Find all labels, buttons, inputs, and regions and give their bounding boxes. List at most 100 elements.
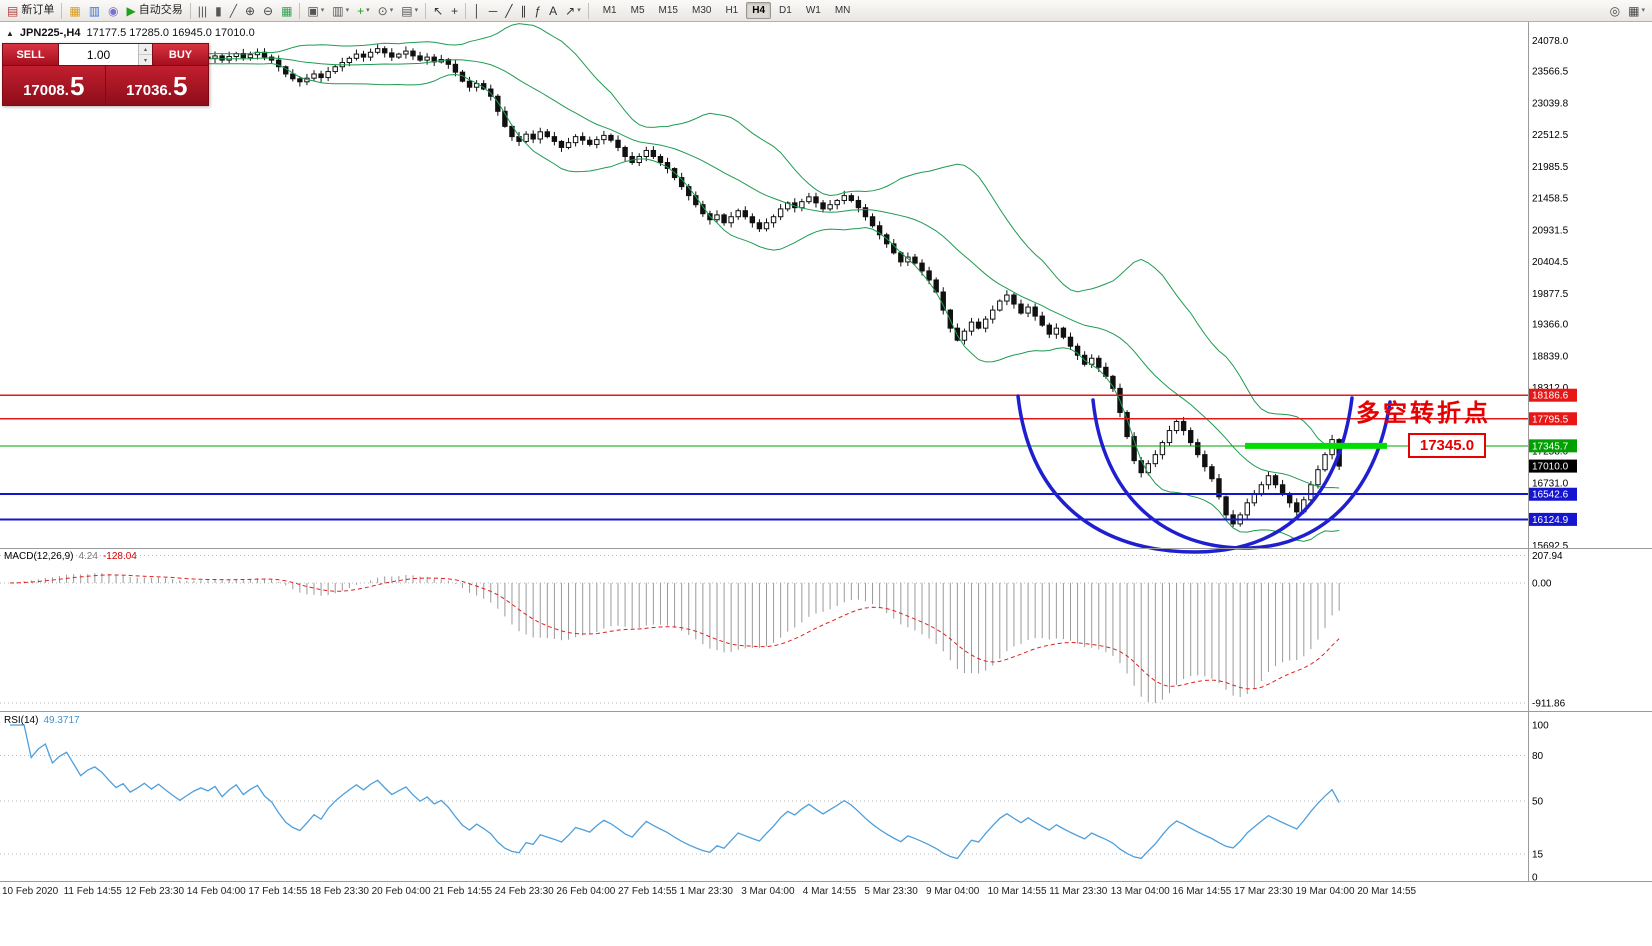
new-chart-button-glyph: ▣ <box>307 3 319 18</box>
timeframe-d1-button[interactable]: D1 <box>779 5 792 16</box>
market-watch-icon[interactable]: ▦ <box>66 2 83 20</box>
svg-text:17 Mar 23:30: 17 Mar 23:30 <box>1234 886 1293 897</box>
one-click-trading-panel: SELL 1.00 ▴ ▾ BUY 17008. 5 17036. 5 <box>2 43 209 106</box>
chart-candles-icon[interactable]: ▮ <box>212 2 225 20</box>
svg-text:18186.6: 18186.6 <box>1532 391 1569 402</box>
svg-text:20 Mar 14:55: 20 Mar 14:55 <box>1357 886 1416 897</box>
timeframe-m5-button[interactable]: M5 <box>630 5 645 16</box>
bollinger-middle <box>9 57 1340 489</box>
trendline-icon[interactable]: ╱ <box>502 2 515 20</box>
fibonacci-icon[interactable]: ƒ <box>531 2 544 20</box>
trendline-icon-glyph: ╱ <box>505 3 513 18</box>
autotrading-button[interactable]: ▶ 自动交易 <box>124 2 186 20</box>
volume-field[interactable]: 1.00 ▴ ▾ <box>59 44 152 65</box>
profiles-button[interactable]: ▥ ▾ <box>329 2 352 20</box>
data-window-icon[interactable]: ▥ <box>86 2 103 20</box>
svg-text:21458.5: 21458.5 <box>1532 194 1569 205</box>
indicators-button[interactable]: + ▾ <box>354 2 373 20</box>
price-axis-layer: 24078.0 23566.5 23039.8 22512.5 21985.5 21458… <box>2 36 1577 897</box>
zoom-in-icon[interactable]: ⊕ <box>242 2 258 20</box>
symbol-period-label: JPN225-,H4 <box>19 27 81 39</box>
arrows-tool-icon-dropdown[interactable]: ▾ <box>577 7 581 14</box>
horizontal-line-icon[interactable]: ─ <box>486 2 501 20</box>
new-chart-button[interactable]: ▣ ▾ <box>304 2 327 20</box>
chart-area[interactable]: 207.94 0.00 -911.86 100 80 50 15 0 24078.0 23566.… <box>0 22 1652 946</box>
periods-button-dropdown[interactable]: ▾ <box>389 7 394 14</box>
svg-text:80: 80 <box>1532 751 1544 762</box>
svg-text:3 Mar 04:00: 3 Mar 04:00 <box>741 886 795 897</box>
new-order-button[interactable]: ▤ 新订单 <box>4 2 57 20</box>
svg-text:21 Feb 14:55: 21 Feb 14:55 <box>433 886 492 897</box>
timeframe-m1-button[interactable]: M1 <box>602 5 617 16</box>
svg-text:24 Feb 23:30: 24 Feb 23:30 <box>495 886 554 897</box>
buy-button[interactable]: BUY <box>152 44 208 65</box>
panel-collapse-icon[interactable]: ▲ <box>6 28 14 38</box>
svg-text:24078.0: 24078.0 <box>1532 36 1569 47</box>
zoom-out-icon[interactable]: ⊖ <box>260 2 276 20</box>
periods-button[interactable]: ⊙ ▾ <box>375 2 397 20</box>
bollinger-bands-layer <box>9 23 1340 542</box>
svg-text:23566.5: 23566.5 <box>1532 67 1569 78</box>
rsi-indicator-label: RSI(14) 49.3717 <box>4 715 80 726</box>
svg-text:9 Mar 04:00: 9 Mar 04:00 <box>926 886 980 897</box>
macd-signal-line <box>9 574 1340 690</box>
timeframe-h1-button[interactable]: H1 <box>725 5 739 16</box>
timeframe-h4-button[interactable]: H4 <box>746 2 772 19</box>
new-order-button-label: 新订单 <box>21 4 55 16</box>
svg-text:12 Feb 23:30: 12 Feb 23:30 <box>125 886 184 897</box>
navigator-icon-glyph: ◉ <box>108 3 119 18</box>
svg-text:4 Mar 14:55: 4 Mar 14:55 <box>803 886 857 897</box>
bollinger-lower <box>9 62 1340 542</box>
arrows-tool-icon[interactable]: ↗ ▾ <box>562 2 584 20</box>
chart-windows-icon[interactable]: ▦ ▾ <box>1625 2 1648 20</box>
text-tool-icon[interactable]: A <box>546 2 560 20</box>
profiles-button-dropdown[interactable]: ▾ <box>345 7 350 14</box>
svg-text:0.00: 0.00 <box>1532 579 1552 590</box>
data-window-icon-glyph: ▥ <box>88 3 101 18</box>
svg-text:10 Mar 14:55: 10 Mar 14:55 <box>988 886 1047 897</box>
chart-bars-icon[interactable]: ||| <box>195 2 210 20</box>
channel-icon[interactable]: ∥ <box>517 2 529 20</box>
macd-signal-value: -128.04 <box>102 551 137 562</box>
chart-canvas[interactable]: 207.94 0.00 -911.86 100 80 50 15 0 24078.0 23566.… <box>0 22 1652 946</box>
cursor-icon-glyph: ↖ <box>433 3 444 18</box>
cursor-icon[interactable]: ↖ <box>430 2 446 20</box>
chart-candles-icon-glyph: ▮ <box>215 3 222 18</box>
vertical-line-icon[interactable]: │ <box>470 2 484 20</box>
new-chart-button-dropdown[interactable]: ▾ <box>320 7 325 14</box>
indicators-button-dropdown[interactable]: ▾ <box>366 7 370 14</box>
buy-price[interactable]: 17036. 5 <box>106 66 209 105</box>
sell-price[interactable]: 17008. 5 <box>3 66 106 105</box>
zoom-out-icon-glyph: ⊖ <box>263 3 274 18</box>
navigator-icon[interactable]: ◉ <box>105 2 121 20</box>
timeframe-group: M1 M5 M15 M30 H1 H4 D1 W1 MN <box>596 2 858 19</box>
periods-button-glyph: ⊙ <box>377 3 388 18</box>
timeframe-mn-button[interactable]: MN <box>834 5 851 16</box>
search-icon[interactable]: ◎ <box>1607 2 1623 20</box>
volume-up-button[interactable]: ▴ <box>139 44 152 55</box>
volume-down-button[interactable]: ▾ <box>139 55 152 65</box>
toolbar-separator <box>425 2 427 19</box>
tile-windows-icon[interactable]: ▦ <box>278 2 295 20</box>
svg-text:15692.5: 15692.5 <box>1532 541 1569 552</box>
svg-text:100: 100 <box>1532 721 1549 732</box>
autotrading-button-glyph: ▶ <box>126 3 136 18</box>
timeframe-w1-button[interactable]: W1 <box>805 5 821 16</box>
cup-arc-2[interactable] <box>1091 398 1392 550</box>
volume-value[interactable]: 1.00 <box>86 47 111 62</box>
chart-windows-icon-dropdown[interactable]: ▾ <box>1641 7 1645 14</box>
svg-text:16542.6: 16542.6 <box>1532 490 1569 501</box>
svg-text:15: 15 <box>1532 850 1544 861</box>
panel-separators-layer <box>0 22 1652 882</box>
crosshair-icon[interactable]: + <box>448 2 461 20</box>
sell-button[interactable]: SELL <box>3 44 59 65</box>
timeframe-m15-button[interactable]: M15 <box>658 5 678 16</box>
svg-text:21985.5: 21985.5 <box>1532 162 1569 173</box>
timeframe-m30-button[interactable]: M30 <box>691 5 712 16</box>
rsi-line <box>10 724 1340 860</box>
chart-line-icon[interactable]: ╱ <box>227 2 240 20</box>
cup-arc-1[interactable] <box>1016 394 1354 554</box>
templates-button-dropdown[interactable]: ▾ <box>414 7 419 14</box>
autotrading-button-label: 自动交易 <box>138 4 183 16</box>
templates-button[interactable]: ▤ ▾ <box>398 2 421 20</box>
